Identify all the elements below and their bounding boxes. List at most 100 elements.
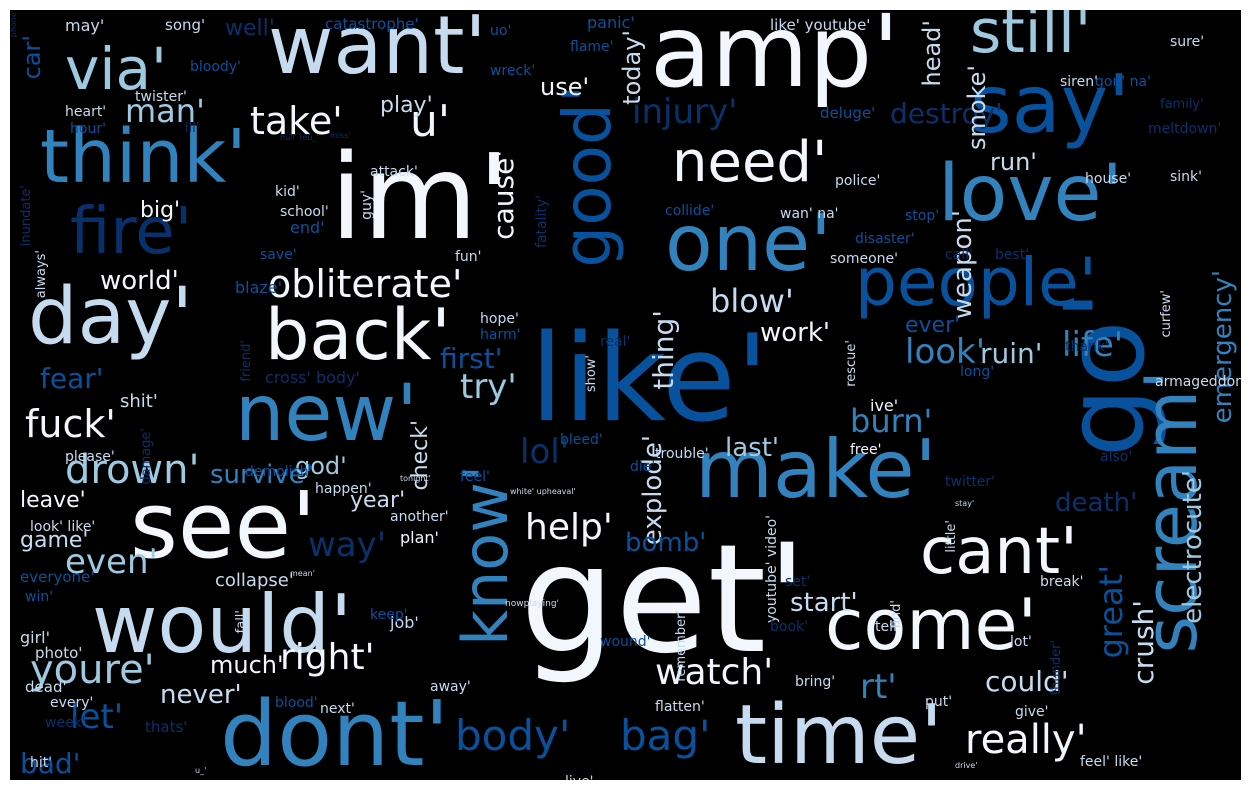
word-wound-182: wound' [600,634,651,650]
word-meltdown-117: meltdown' [1148,121,1222,137]
word-people-20: people' [855,244,1097,321]
word-life-46: life' [1062,325,1124,365]
word-shit-91: shit' [120,391,158,412]
word-may-98: may' [65,16,105,35]
word-make-10: make' [695,423,937,516]
word-body-30: body' [455,711,571,760]
word-rescue-144: rescue' [844,340,859,387]
word-heart-111: heart' [65,104,107,120]
word-obliterate-34: obliterate' [268,262,463,306]
word-plan-92: plan' [400,528,439,547]
word-win-174: win' [25,589,54,605]
word-fire-24: fire' [70,195,193,269]
word-someone-135: someone' [830,251,899,267]
word-get-0: get' [520,513,808,687]
word-lot-181: lot' [1010,634,1032,650]
word-ever-84: ever' [905,313,961,338]
word-could-51: could' [985,665,1069,698]
word-gon-na-109: gon' na' [1095,74,1151,90]
word-ruin-58: ruin' [980,337,1043,370]
word-miss-116: miss' [330,131,351,140]
word-really-32: really' [965,717,1087,763]
word-never-75: never' [160,680,242,710]
word-work-73: work' [760,318,831,348]
word-back-19: back' [265,294,451,376]
word-fuck-36: fuck' [25,402,116,446]
word-time-8: time' [735,688,943,780]
word-good-21: good' [549,85,626,268]
word-flatten-189: flatten' [655,699,705,715]
word-help-37: help' [525,507,613,548]
word-everyone-169: everyone' [20,568,95,586]
word-look-like-163: look' like' [30,519,96,535]
word-sink-119: sink' [1170,169,1203,185]
word-head-64: head' [918,20,946,87]
word-tell-180: tell' [875,619,901,635]
word-bad-77: bad' [20,747,81,780]
word-phone-199: phone' [10,10,18,38]
word-blow-43: blow' [710,282,794,320]
word-break-172: break' [1040,574,1084,590]
word-collapse-90: collapse' [215,570,294,591]
word-save-132: save' [260,247,297,263]
word-another-164: another' [390,509,449,525]
word-youtube-video-167: youtube' video' [764,515,780,623]
word-curfew-138: curfew' [1159,290,1174,338]
word-happen-159: happen' [315,481,372,497]
word-uo-102: uo' [490,23,512,39]
word-always-131: always' [34,250,49,299]
word-mean-170: mean' [290,569,315,578]
word-start-72: start' [790,588,858,618]
word-drown-29: drown' [65,447,200,493]
word-set-171: set' [785,574,811,590]
word-great-53: great' [1092,565,1130,659]
word-bring-185: bring' [795,674,836,690]
word-bleed-152: bleed' [560,432,603,448]
word-death-57: death' [1055,488,1138,518]
word-big-85: big' [140,198,181,223]
word-sure-105: sure' [1170,34,1205,50]
word-flame-103: flame' [570,39,614,55]
word-tonight-160: tonight' [400,474,431,483]
word-disaster-134: disaster' [855,231,915,247]
word-kid-120: kid' [275,184,300,200]
word-thats-192: thats' [145,718,188,736]
word-come-18: come' [825,584,1037,666]
word-armageddon-146: armageddon' [1155,374,1241,390]
word-fatality-123: fatality' [534,195,550,248]
word-would-9: would' [92,578,353,671]
word-im-2: im' [330,128,511,266]
word-guy-124: guy' [359,190,375,220]
word-destroy-56: destroy' [890,97,1003,130]
word-want-7: want' [268,10,487,92]
word-u-194: u_' [195,766,207,775]
word-give-191: give' [1015,704,1049,720]
word-hit-97: hit' [30,755,53,771]
word-cross-body-143: cross' body' [265,368,360,387]
word-emergency-55: emergency' [1208,270,1238,424]
word-bomb-71: bomb' [625,528,707,558]
word-way-50: way' [308,525,387,565]
word-thunder-183: thunder' [1049,640,1064,695]
word-thank-145: thank' [1065,339,1109,355]
word-real-149: real' [600,334,631,350]
word-little-168: little' [944,520,959,553]
word-job-93: job' [390,613,419,632]
word-attack-118: attack' [370,164,418,180]
word-stay-165: stay' [955,499,975,508]
word-well-89: well' [225,16,275,41]
word-drive-196: drive' [955,761,978,770]
word-u-33: u' [410,96,450,147]
word-trouble-153: trouble' [655,446,709,462]
word-right-38: right' [280,637,375,678]
word-wan-na-128: wan' na' [780,206,839,222]
word-last-70: last' [725,433,780,463]
word-stop-129: stop' [905,208,940,224]
word-girl-94: girl' [20,628,51,647]
word-electrocute-54: electrocute' [1178,470,1208,624]
word-new-13: new' [235,369,418,459]
word-fear-76: fear' [40,362,104,395]
word-today-66: today' [618,30,646,105]
word-blaze-139: blaze' [235,278,283,297]
word-live-195: live' [565,775,594,780]
